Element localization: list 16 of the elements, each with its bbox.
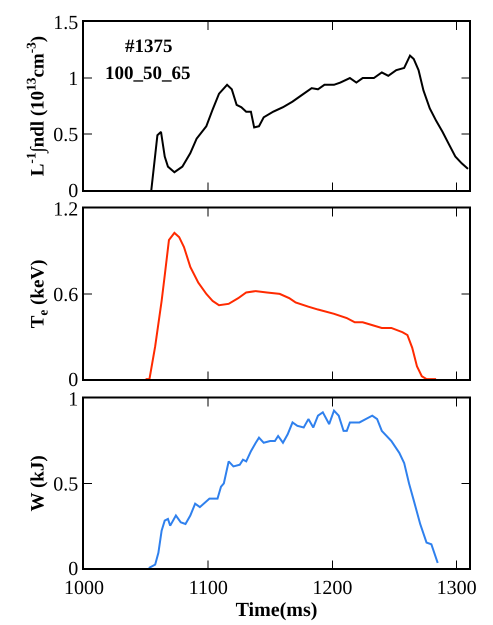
x-axis-title: Time(ms) <box>236 598 318 621</box>
x-tick-label: 1200 <box>312 576 352 599</box>
y-tick-label: 0.6 <box>53 284 78 306</box>
y-axis-title: W (kJ) <box>28 455 49 512</box>
line-series <box>148 410 439 568</box>
y-tick-label: 1.5 <box>53 12 78 34</box>
y-tick-label: 0.5 <box>53 124 78 146</box>
x-tick-label: 1100 <box>188 576 228 599</box>
annotation: 100_50_65 <box>105 63 190 84</box>
annotation: #1375 <box>125 36 172 57</box>
y-tick-label: 0.5 <box>53 473 78 496</box>
y-tick-label: 0 <box>68 369 78 392</box>
x-tick-label: 1300 <box>436 576 477 599</box>
y-tick-label: 1 <box>68 68 78 90</box>
line-series <box>144 232 438 380</box>
y-tick-label: 1 <box>68 388 78 411</box>
